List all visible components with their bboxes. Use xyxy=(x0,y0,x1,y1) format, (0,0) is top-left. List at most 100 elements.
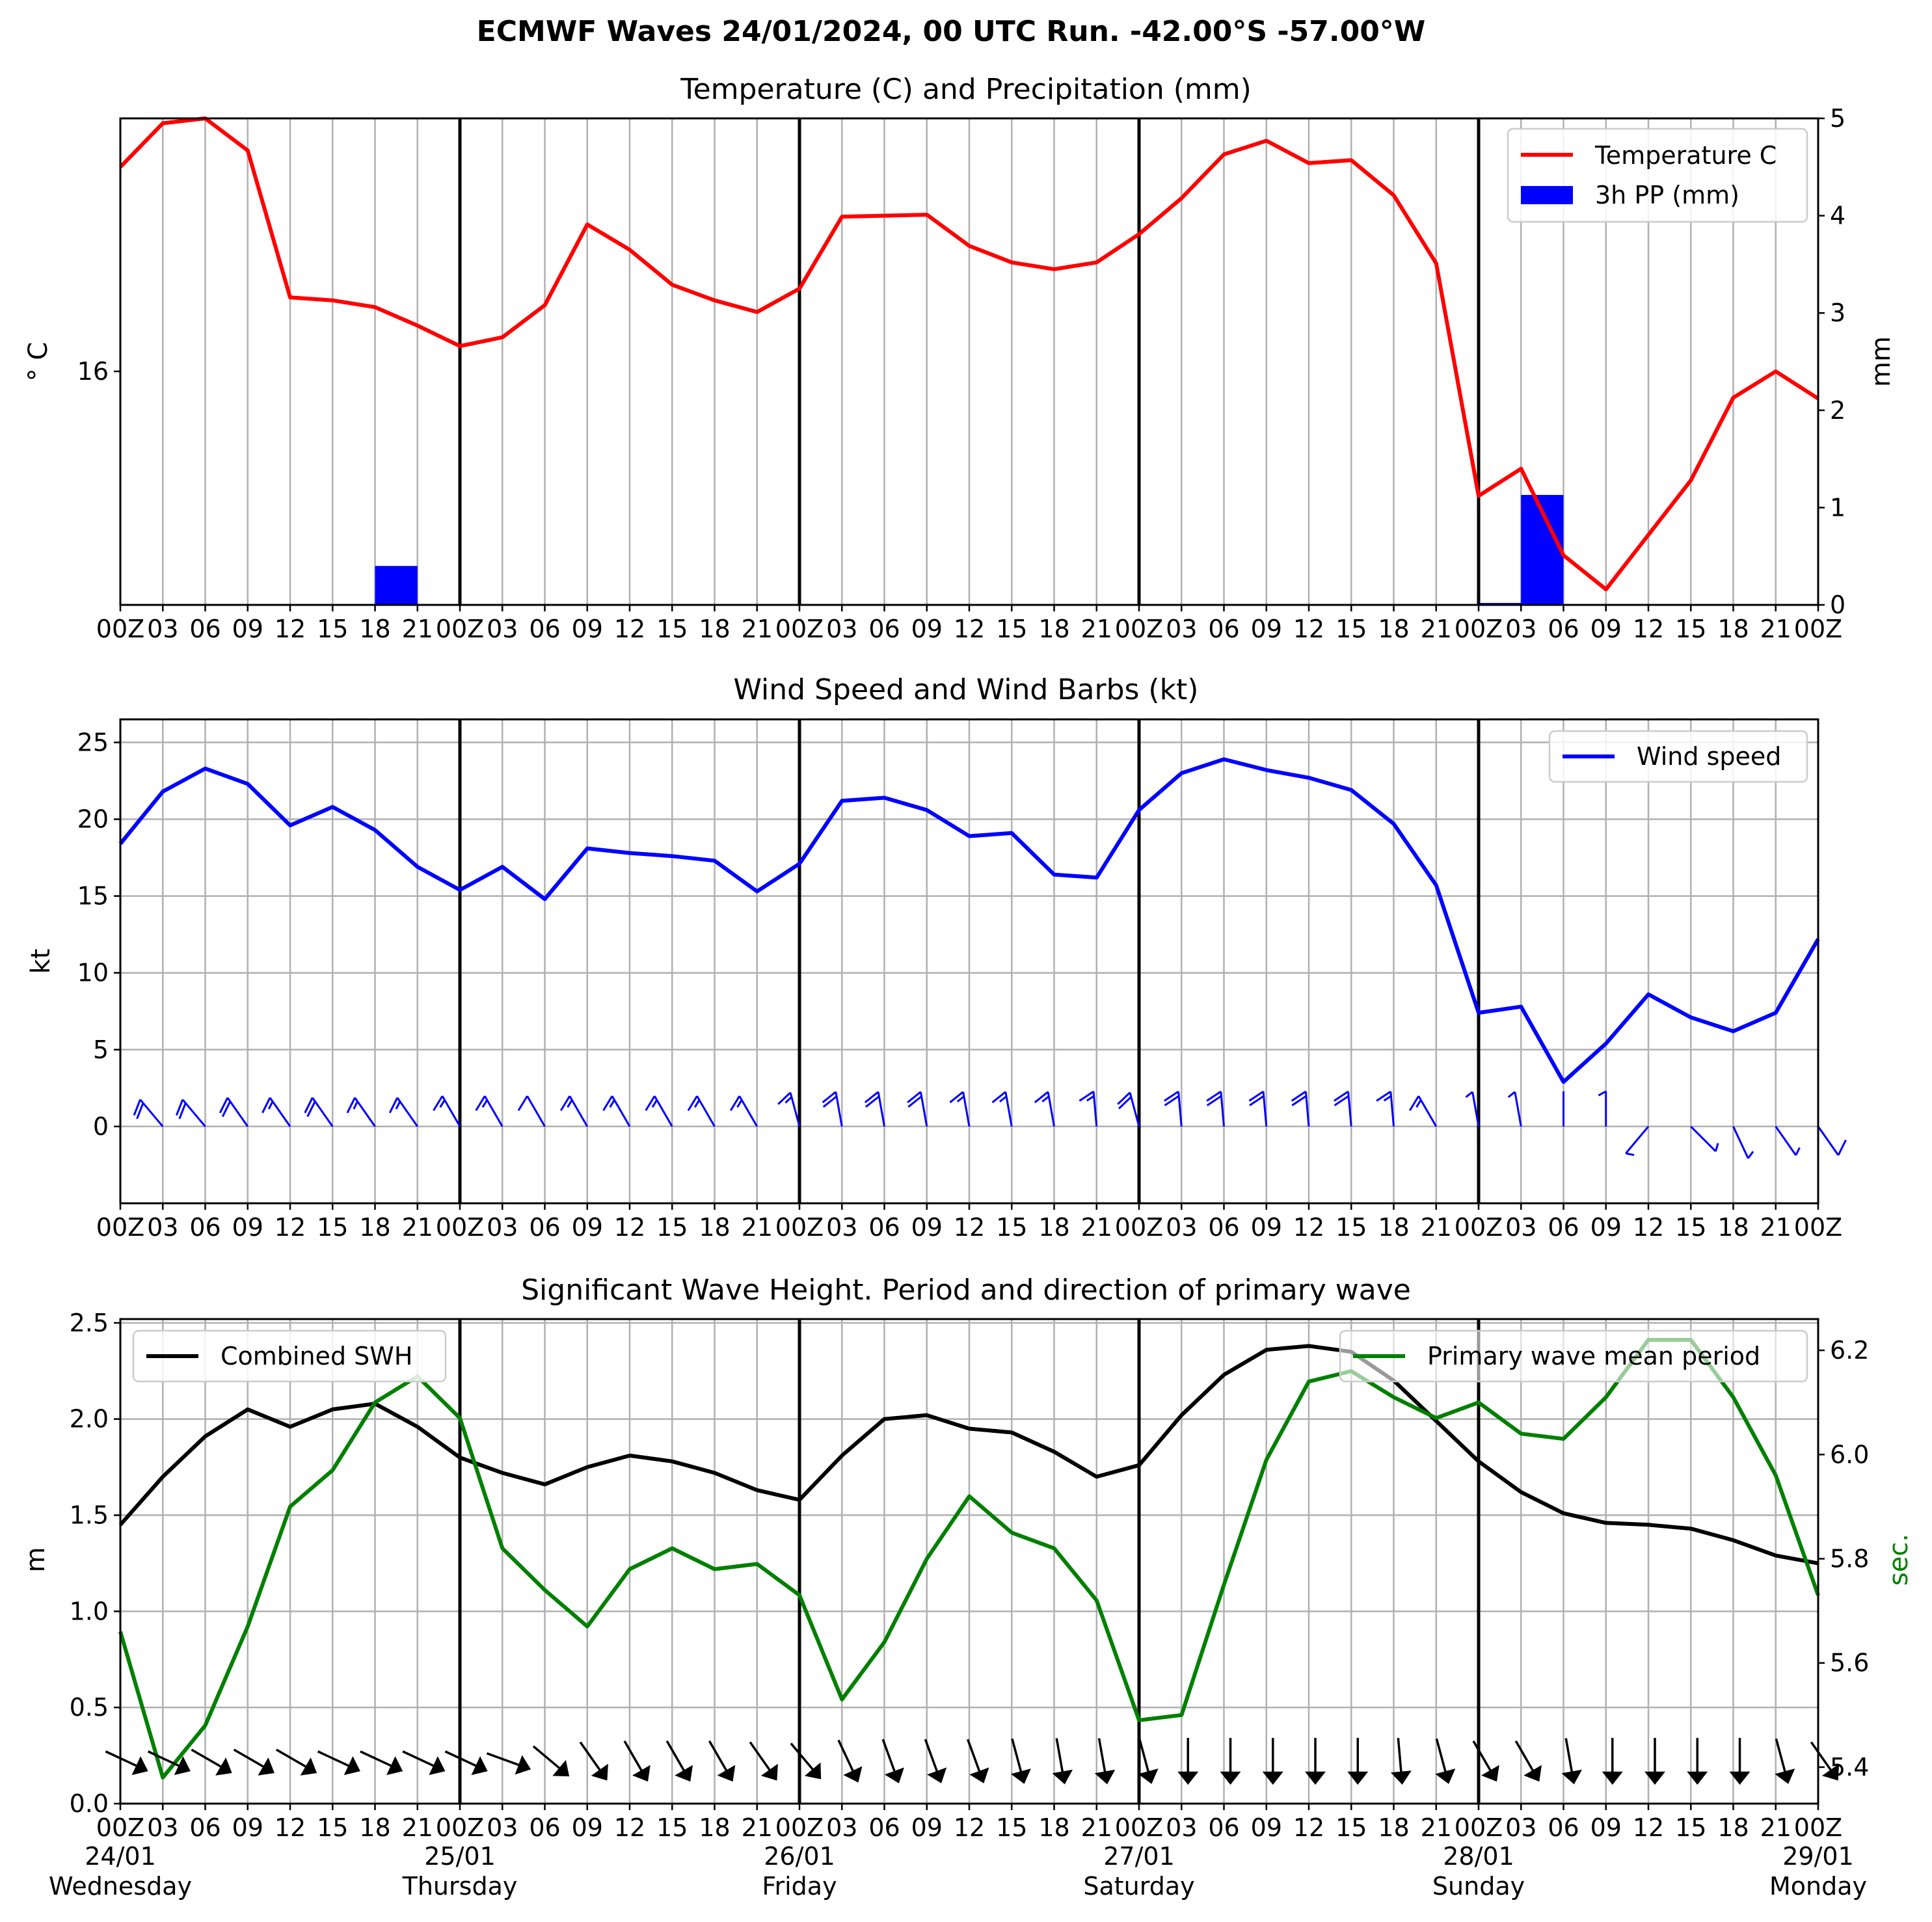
figure-title: ECMWF Waves 24/01/2024, 00 UTC Run. -42.… xyxy=(477,15,1426,48)
x-tick-label: 00Z xyxy=(775,1213,824,1242)
x-tick-label: 12 xyxy=(1293,1213,1324,1242)
x-tick-label: 18 xyxy=(1717,1813,1749,1842)
swh-legend-label: Combined SWH xyxy=(221,1342,412,1370)
period-legend: Primary wave mean period xyxy=(1339,1329,1808,1383)
wind-barb xyxy=(304,1097,334,1127)
wind-legend-label: Wind speed xyxy=(1637,742,1781,771)
wind-barb xyxy=(1507,1091,1522,1127)
wind-barbs xyxy=(133,1090,1847,1159)
x-tick-label: 09 xyxy=(1590,1213,1622,1242)
y-tick-label: 2.0 xyxy=(70,1405,109,1434)
wind-barb xyxy=(433,1095,461,1127)
y2-tick-label: 4 xyxy=(1830,202,1845,230)
x-tick-label: 00Z xyxy=(1794,1813,1842,1842)
precip-bar xyxy=(375,566,418,605)
wave-panel: Significant Wave Height. Period and dire… xyxy=(21,1274,1914,1901)
wave-direction-arrow xyxy=(1435,1738,1456,1784)
day-date-label: 24/01 xyxy=(85,1842,156,1871)
x-tick-label: 09 xyxy=(572,1213,603,1242)
wave-direction-arrow xyxy=(1687,1737,1708,1785)
x-tick-label: 00Z xyxy=(1455,615,1503,643)
wind-barb xyxy=(219,1097,248,1127)
y2-tick-label: 6.2 xyxy=(1830,1336,1869,1365)
y2-tick-label: 5.6 xyxy=(1830,1649,1869,1677)
wave-direction-arrow xyxy=(837,1739,863,1783)
period-line xyxy=(118,1338,1820,1780)
wave-direction-arrow xyxy=(1390,1737,1412,1785)
x-tick-label: 18 xyxy=(699,1813,730,1842)
x-tick-label: 15 xyxy=(996,1213,1027,1242)
x-tick-label: 06 xyxy=(868,1213,900,1242)
wave-direction-arrow xyxy=(444,1750,488,1776)
x-tick-label: 03 xyxy=(487,1213,518,1242)
wind-barb xyxy=(864,1091,885,1127)
y2-tick-label: 3 xyxy=(1830,299,1845,327)
x-tick-label: 12 xyxy=(614,1213,645,1242)
x-tick-label: 00Z xyxy=(1794,1213,1842,1242)
x-tick-label: 18 xyxy=(1378,615,1409,643)
wind-barb xyxy=(1732,1126,1754,1159)
swh-line xyxy=(118,1344,1819,1566)
swh-ticks: 0.0 0.5 1.0 1.5 2.0 2.5 xyxy=(70,1309,120,1818)
wind-barb xyxy=(602,1095,631,1127)
x-tick-label: 00Z xyxy=(436,1813,484,1842)
wind-barb xyxy=(1117,1091,1140,1127)
x-tick-label: 00Z xyxy=(1115,1213,1163,1242)
wind-barb xyxy=(1690,1125,1719,1153)
day-date-label: 28/01 xyxy=(1443,1842,1514,1871)
y2-tick-label: 5 xyxy=(1830,104,1845,133)
day-weekday-label: Wednesday xyxy=(49,1872,192,1901)
temp-ticks: 16 xyxy=(77,357,120,386)
wave-direction-arrow xyxy=(1729,1737,1751,1785)
x-tick-label: 21 xyxy=(1760,1213,1791,1242)
x-tick-label: 21 xyxy=(1760,615,1791,643)
y-tick-label: 10 xyxy=(77,959,109,987)
wind-barb xyxy=(1248,1090,1268,1127)
x-tick-label: 21 xyxy=(1421,1813,1452,1842)
period-axis-label: sec. xyxy=(1884,1534,1914,1586)
x-tick-label: 12 xyxy=(1293,615,1324,643)
x-tick-label: 03 xyxy=(147,1213,178,1242)
wind-barb xyxy=(388,1097,418,1127)
swh-axis-label: m xyxy=(21,1547,51,1573)
wave-direction-arrow xyxy=(881,1739,904,1783)
wind-barb xyxy=(1206,1090,1225,1127)
x-tick-label: 12 xyxy=(1633,615,1664,643)
x-tick-label: 12 xyxy=(954,1213,985,1242)
x-tick-label: 03 xyxy=(1166,615,1197,643)
x-tick-label: 15 xyxy=(656,1813,688,1842)
wave-direction-arrow xyxy=(191,1748,232,1776)
wind-barb xyxy=(559,1095,589,1127)
wind-barb xyxy=(133,1099,164,1127)
wave-gridlines xyxy=(120,1319,1818,1805)
wind-barb xyxy=(1408,1095,1438,1127)
wave-direction-arrow xyxy=(360,1750,403,1776)
x-tick-label: 06 xyxy=(1548,1213,1579,1242)
y-tick-label: 15 xyxy=(77,882,109,911)
x-tick-label: 06 xyxy=(1548,615,1579,643)
wind-barb xyxy=(517,1095,546,1127)
x-tick-label: 12 xyxy=(275,1213,306,1242)
wave-direction-arrow xyxy=(665,1740,693,1782)
wave-direction-arrows xyxy=(105,1737,1840,1785)
wind-barb xyxy=(175,1099,206,1127)
y2-tick-label: 0 xyxy=(1830,591,1845,619)
wind-axis-label: kt xyxy=(26,949,56,974)
wave-direction-arrow xyxy=(1810,1741,1840,1781)
x-tick-label: 00Z xyxy=(436,1213,484,1242)
x-tick-label: 09 xyxy=(232,1813,263,1842)
x-tick-label: 03 xyxy=(487,615,518,643)
x-tick-label: 00Z xyxy=(1115,615,1163,643)
x-tick-label: 21 xyxy=(1421,615,1452,643)
wave-direction-arrow xyxy=(532,1745,570,1777)
period-legend-label: Primary wave mean period xyxy=(1427,1342,1760,1370)
wave-title: Significant Wave Height. Period and dire… xyxy=(521,1274,1411,1307)
wind-barb xyxy=(729,1095,758,1127)
x-tick-label: 21 xyxy=(402,1213,433,1242)
y-tick-label: 1.0 xyxy=(70,1597,109,1625)
x-tick-label: 12 xyxy=(614,615,645,643)
x-tick-label: 06 xyxy=(1548,1813,1579,1842)
wind-barb xyxy=(687,1095,716,1127)
x-tick-label: 12 xyxy=(954,1813,985,1842)
